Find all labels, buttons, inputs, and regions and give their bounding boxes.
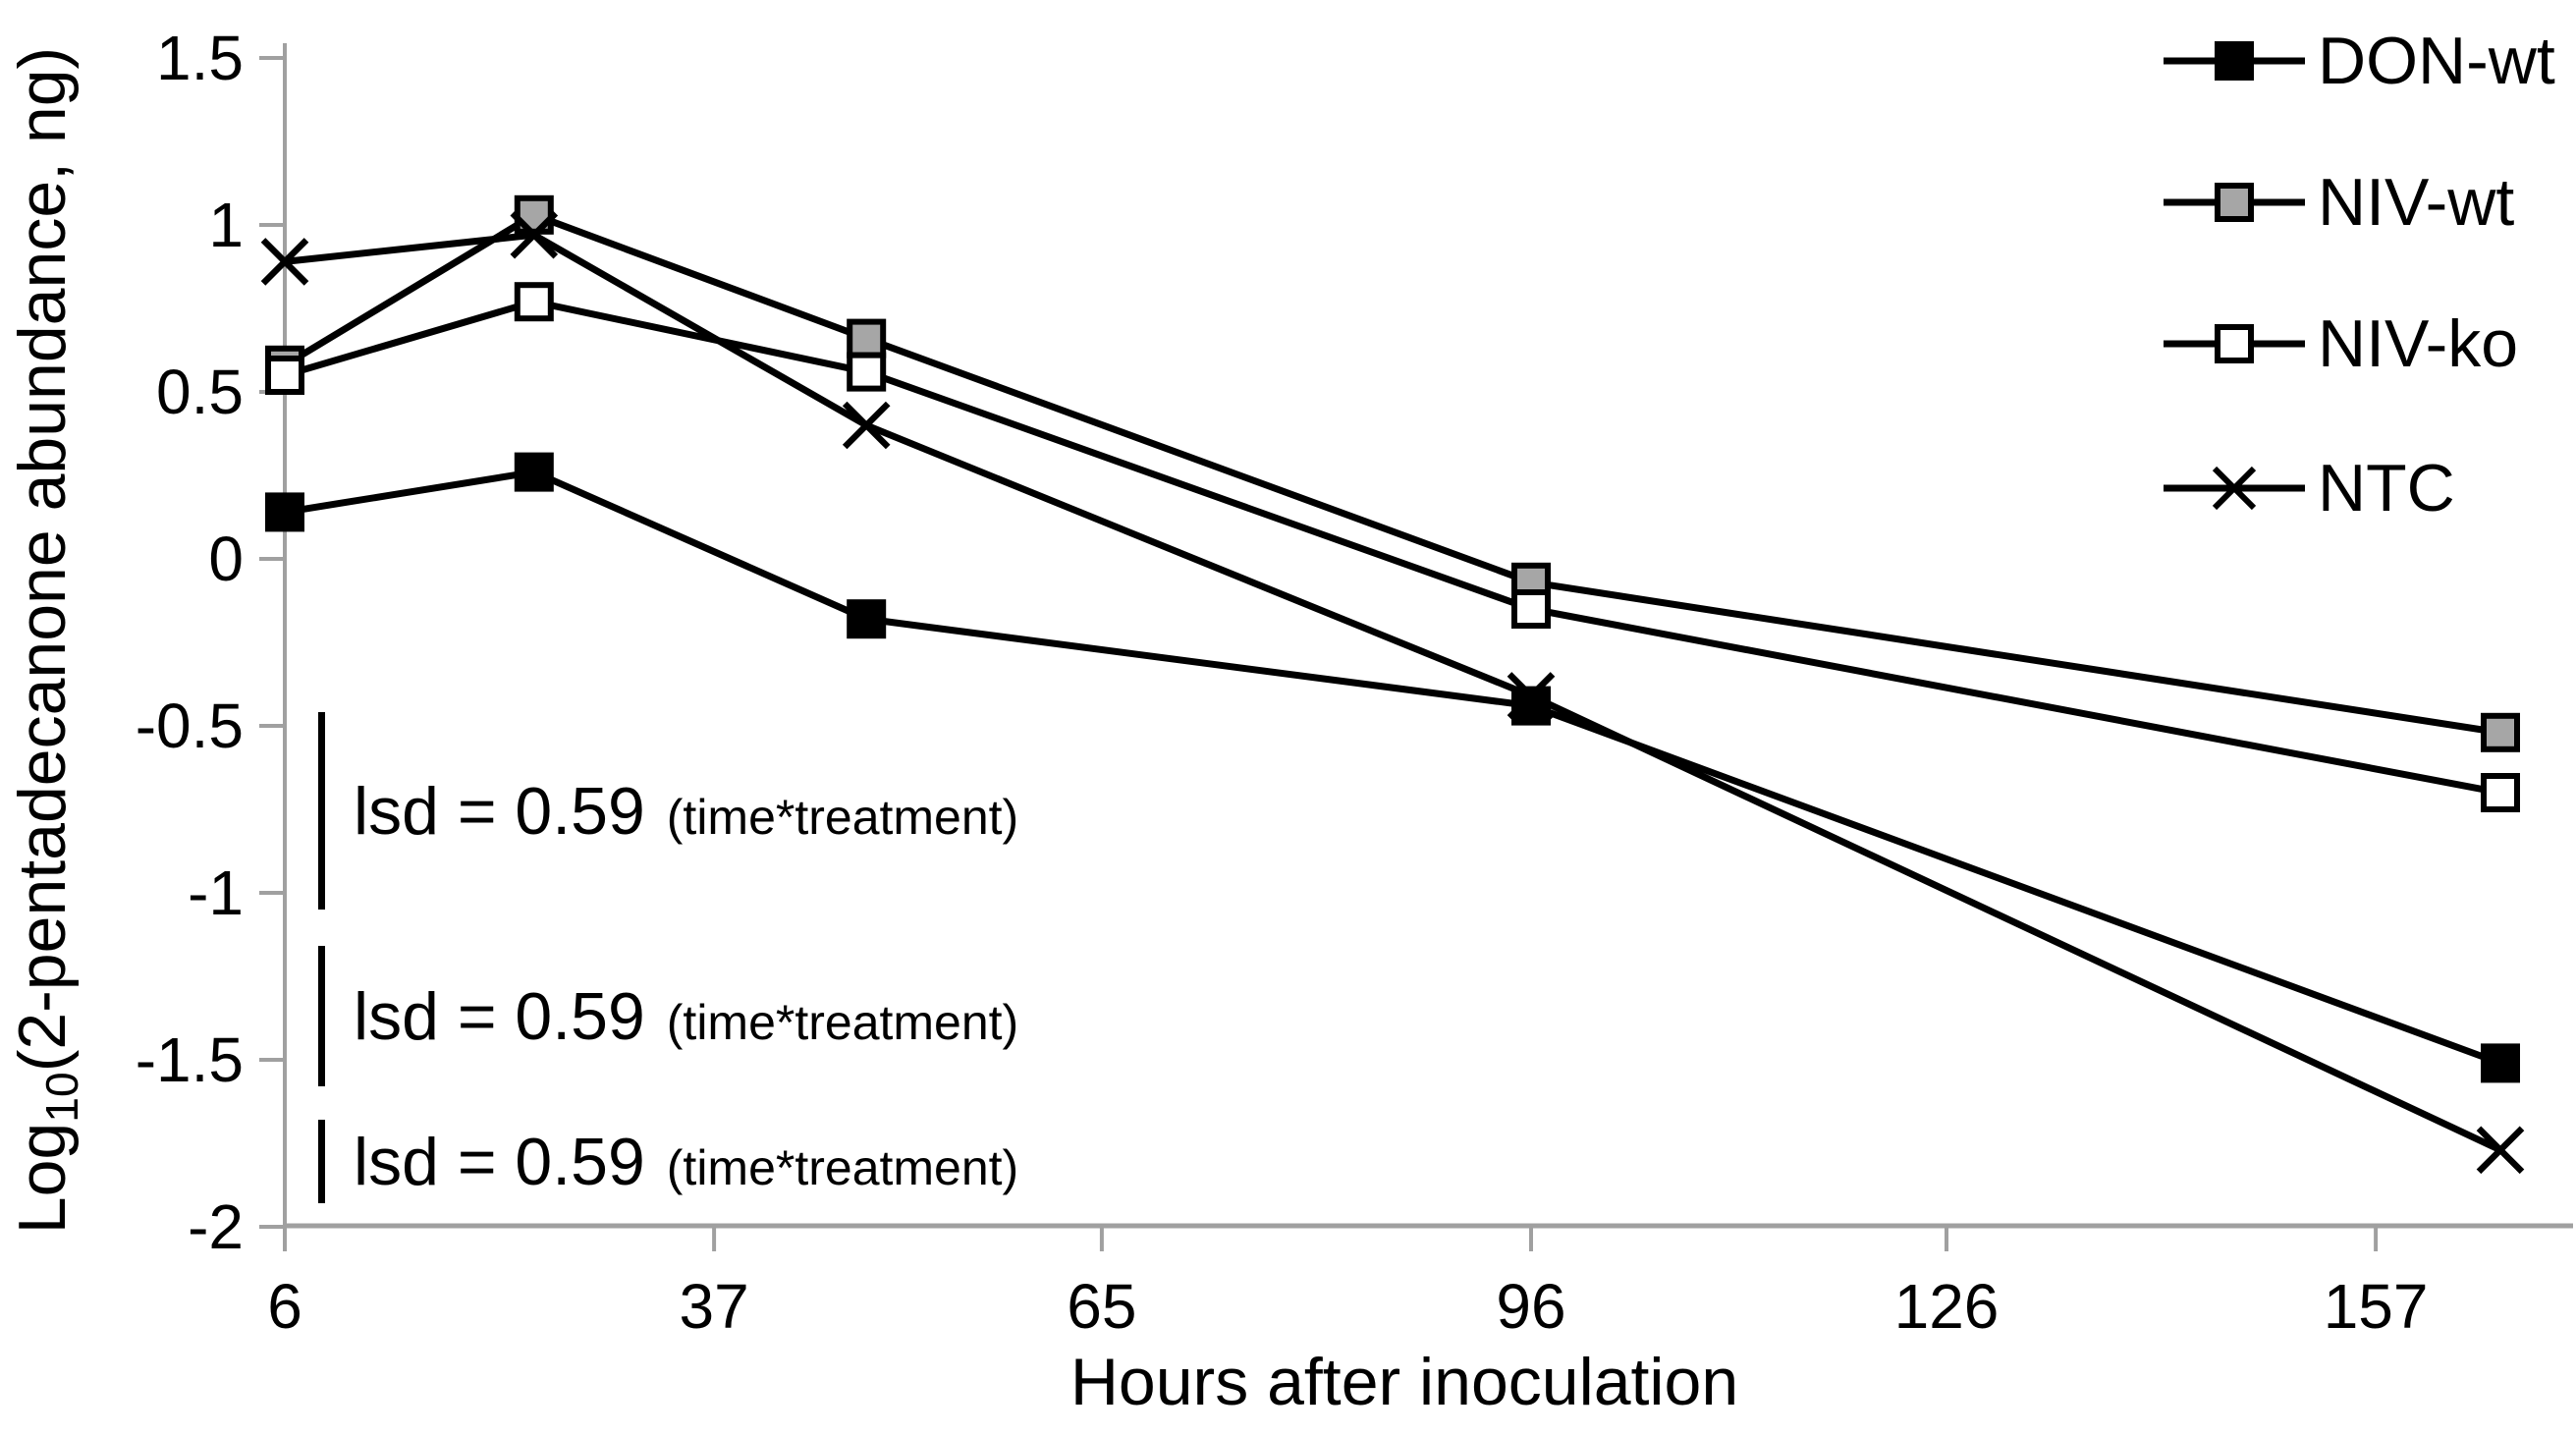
legend-entry-niv-ko: NIV-ko xyxy=(2161,306,2518,381)
marker-NIV-wt xyxy=(2481,712,2520,752)
y-tick-label: -2 xyxy=(188,1191,244,1262)
marker-DON-wt xyxy=(265,492,304,532)
lsd-annotation-text: lsd = 0.59 xyxy=(354,773,645,849)
legend-label-don-wt: DON-wt xyxy=(2318,24,2555,98)
marker-NIV-ko xyxy=(265,356,304,395)
marker-NIV-ko xyxy=(514,282,554,322)
y-tick-label: 1.5 xyxy=(156,23,244,93)
legend-label-ntc: NTC xyxy=(2318,451,2455,525)
legend-entry-niv-wt: NIV-wt xyxy=(2161,165,2514,240)
marker-NIV-ko xyxy=(1511,589,1551,629)
y-tick-label: 0 xyxy=(208,524,244,594)
x-tick-label: 65 xyxy=(1067,1271,1136,1342)
lsd-annotation-note: (time*treatment) xyxy=(666,789,1019,845)
legend-glyph-niv-wt xyxy=(2164,183,2305,222)
y-tick-label: -0.5 xyxy=(136,690,244,761)
lsd-error-bar-1 xyxy=(318,712,325,910)
marker-DON-wt xyxy=(514,452,554,492)
gray-square-marker-icon xyxy=(2215,183,2254,222)
y-axis-title-rest: (2-pentadecanone abundance, ng) xyxy=(5,46,81,1073)
x-tick-label: 126 xyxy=(1894,1271,2000,1342)
marker-NTC xyxy=(260,238,309,286)
marker-NIV-ko xyxy=(847,352,887,392)
lsd-annotation-note: (time*treatment) xyxy=(666,1139,1019,1195)
marker-NTC xyxy=(510,210,559,259)
x-cross-marker-icon xyxy=(2212,466,2257,511)
y-axis-title-subscript: 10 xyxy=(35,1072,87,1123)
lsd-error-bar-2 xyxy=(318,946,325,1087)
marker-NIV-wt xyxy=(847,318,887,359)
x-tick-label: 157 xyxy=(2324,1271,2429,1342)
filled-square-marker-icon xyxy=(2215,41,2254,81)
lsd-annotation-note: (time*treatment) xyxy=(666,994,1019,1050)
legend-glyph-don-wt xyxy=(2164,41,2305,81)
x-tick-label: 37 xyxy=(680,1271,749,1342)
x-axis-title: Hours after inoculation xyxy=(1069,1345,1739,1419)
marker-NTC xyxy=(842,401,891,450)
marker-NTC xyxy=(2476,1126,2525,1175)
marker-NIV-ko xyxy=(2481,773,2520,812)
legend-glyph-niv-ko xyxy=(2164,324,2305,363)
open-square-marker-icon xyxy=(2215,324,2254,363)
lsd-error-bar-3 xyxy=(318,1120,325,1204)
y-tick-label: -1 xyxy=(188,857,244,928)
y-axis-title-prefix: Log xyxy=(5,1122,81,1235)
lsd-annotation-2: lsd = 0.59 (time*treatment) xyxy=(354,978,1018,1055)
legend-label-ntc: NIV-ko xyxy=(2318,306,2519,381)
y-tick-label: 0.5 xyxy=(156,357,244,427)
legend-glyph-ntc xyxy=(2164,466,2305,511)
y-tick-label: 1 xyxy=(208,190,244,260)
legend-entry-don-wt: DON-wt xyxy=(2161,24,2555,98)
legend-label-niv-wt: NIV-wt xyxy=(2318,165,2515,240)
lsd-annotation-3: lsd = 0.59 (time*treatment) xyxy=(354,1124,1018,1200)
x-tick-label: 6 xyxy=(267,1271,302,1342)
lsd-annotation-1: lsd = 0.59 (time*treatment) xyxy=(354,773,1018,850)
lsd-annotation-text: lsd = 0.59 xyxy=(354,978,645,1054)
marker-DON-wt xyxy=(847,599,887,639)
x-tick-label: 96 xyxy=(1496,1271,1565,1342)
y-axis-title: Log10(2-pentadecanone abundance, ng) xyxy=(4,47,88,1234)
marker-DON-wt xyxy=(2481,1043,2520,1083)
y-tick-label: -1.5 xyxy=(136,1024,244,1095)
legend-entry-ntc: NTC xyxy=(2161,451,2455,525)
lsd-annotation-text: lsd = 0.59 xyxy=(354,1124,645,1199)
marker-DON-wt xyxy=(1511,686,1551,726)
